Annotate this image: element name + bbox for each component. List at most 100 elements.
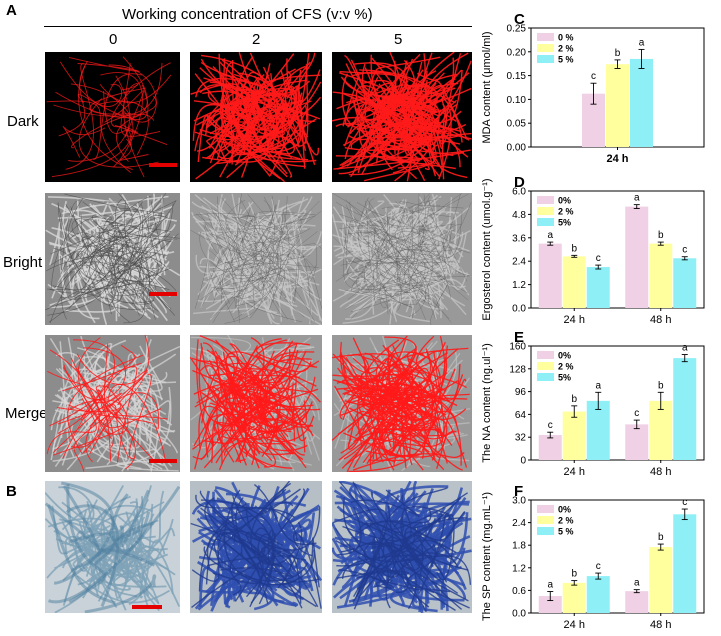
plot-frame (530, 345, 705, 461)
bar (625, 591, 649, 613)
bar (649, 400, 673, 460)
significance-letter: a (634, 193, 640, 204)
panel-label: F (514, 483, 523, 500)
significance-letter: b (571, 394, 577, 405)
y-tick-label: 64 (515, 410, 527, 421)
micrograph-dark-2 (190, 52, 322, 182)
y-tick-label: 0.10 (507, 95, 527, 106)
legend-swatch (537, 516, 554, 524)
y-tick-label: 1.2 (512, 563, 526, 574)
y-tick-label: 6.0 (512, 187, 526, 198)
y-tick-label: 2.4 (512, 518, 526, 529)
bar (673, 258, 697, 308)
legend-label: 2 % (558, 362, 574, 372)
y-tick-label: 3.0 (512, 496, 526, 507)
y-tick-label: 0.20 (507, 47, 527, 58)
micrograph-merge-2 (190, 335, 322, 472)
significance-letter: b (658, 380, 664, 391)
bar (562, 582, 586, 613)
bar (538, 596, 562, 613)
y-tick-label: 0.6 (512, 586, 526, 597)
plot-frame (530, 499, 705, 614)
significance-letter: b (571, 569, 577, 580)
panel-a-title-rule (44, 26, 472, 27)
legend-label: 0% (558, 196, 571, 206)
y-tick-label: 4.8 (512, 210, 526, 221)
x-tick-label: 24 h (564, 466, 585, 478)
significance-letter: a (639, 37, 645, 48)
panel-a-title: Working concentration of CFS (v:v %) (122, 6, 373, 23)
panel-a-label: A (6, 2, 17, 19)
bar (538, 435, 562, 460)
row-label-dark: Dark (7, 113, 39, 130)
bar (625, 206, 649, 308)
x-tick-label: 48 h (650, 314, 671, 326)
y-tick-label: 2.4 (512, 257, 526, 268)
significance-letter: c (596, 561, 601, 572)
y-tick-label: 0 (520, 456, 526, 467)
significance-letter: a (547, 580, 553, 591)
bar (630, 58, 653, 147)
x-tick-label: 48 h (650, 619, 671, 631)
plot-frame (530, 190, 705, 309)
micrograph-dark-5 (332, 52, 472, 182)
significance-letter: c (591, 71, 596, 82)
x-tick-label: 24 h (564, 619, 585, 631)
micrograph-bright-0 (45, 193, 180, 325)
y-tick-label: 1.2 (512, 280, 526, 291)
significance-letter: c (596, 253, 601, 264)
x-tick-label: 24 h (606, 153, 628, 165)
significance-letter: a (682, 343, 688, 354)
scale-bar-bright (149, 292, 177, 296)
legend-label: 0 % (558, 33, 574, 43)
micrograph-stain-5 (332, 481, 472, 613)
legend-swatch (537, 218, 554, 226)
panel-label: D (514, 174, 525, 191)
legend-label: 0% (558, 505, 571, 515)
legend-swatch (537, 362, 554, 370)
legend-label: 2 % (558, 516, 574, 526)
micrograph-dark-0 (45, 52, 180, 182)
legend-label: 2 % (558, 44, 574, 54)
legend-swatch (537, 527, 554, 535)
panel-b-label: B (6, 483, 17, 500)
x-tick-label: 48 h (650, 466, 671, 478)
y-tick-label: 3.6 (512, 233, 526, 244)
scale-bar-merge (149, 459, 177, 463)
y-tick-label: 0.00 (507, 143, 527, 154)
bar (673, 514, 697, 613)
bar (538, 243, 562, 308)
y-tick-label: 160 (509, 342, 526, 353)
legend-swatch (537, 33, 554, 41)
significance-letter: c (548, 420, 553, 431)
legend-swatch (537, 373, 554, 381)
micrograph-bright-2 (190, 193, 322, 325)
bar (649, 243, 673, 308)
bar (586, 267, 610, 308)
significance-letter: a (595, 380, 601, 391)
y-tick-label: 0.0 (512, 609, 526, 620)
legend-label: 5 % (558, 527, 574, 537)
bar (625, 424, 649, 460)
bar (562, 256, 586, 308)
x-tick-label: 24 h (564, 314, 585, 326)
significance-letter: b (658, 532, 664, 543)
bar (586, 576, 610, 613)
legend-swatch (537, 55, 554, 63)
column-label-0: 0 (109, 31, 118, 48)
column-label-5: 5 (394, 31, 403, 48)
legend-swatch (537, 44, 554, 52)
micrograph-bright-5 (332, 193, 472, 325)
y-tick-label: 0.25 (507, 24, 527, 35)
bar (673, 358, 697, 460)
legend-label: 5 % (558, 55, 574, 65)
y-tick-label: 1.8 (512, 541, 526, 552)
micrograph-merge-5 (332, 335, 472, 472)
column-label-2: 2 (252, 31, 261, 48)
row-label-bright: Bright (3, 254, 43, 271)
bar (649, 547, 673, 613)
legend-swatch (537, 351, 554, 359)
panel-label: C (514, 11, 525, 28)
y-axis-label: Ergosterol content (umol.g⁻¹) (481, 178, 493, 320)
